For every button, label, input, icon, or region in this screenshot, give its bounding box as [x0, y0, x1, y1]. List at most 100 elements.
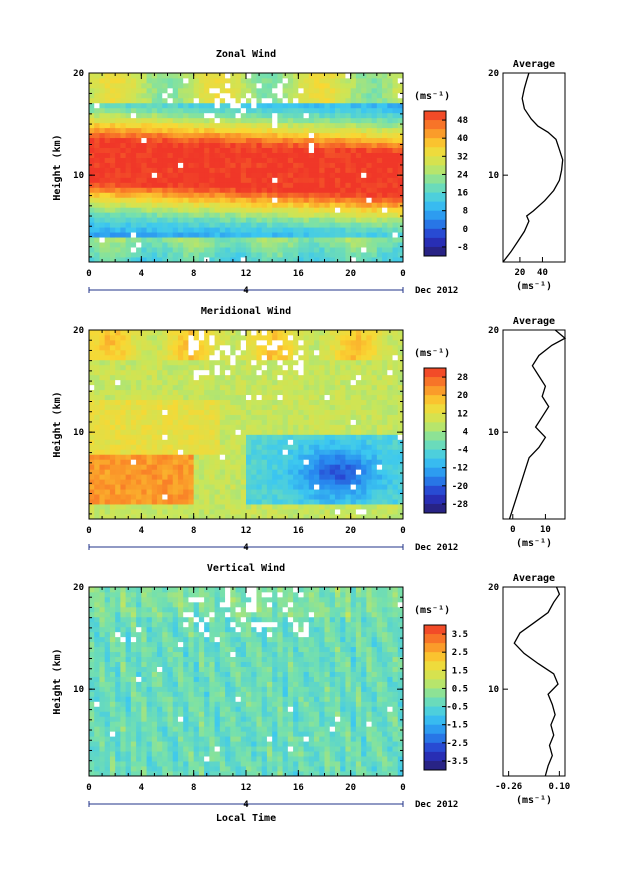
heatmap-cell: [240, 217, 247, 223]
heatmap-cell: [240, 439, 247, 445]
heatmap-cell: [157, 97, 163, 104]
heatmap-cell: [219, 73, 226, 79]
heatmap-cell: [345, 449, 352, 455]
heatmap-cell: [172, 354, 179, 361]
heatmap-cell: [240, 349, 247, 356]
heatmap-cell: [277, 167, 284, 173]
heatmap-cell: [198, 92, 205, 99]
heatmap-cell: [329, 212, 336, 218]
heatmap-cell: [130, 419, 137, 425]
heatmap-cell: [125, 92, 132, 99]
heatmap-cell: [261, 489, 268, 495]
heatmap-cell: [183, 389, 189, 396]
heatmap-cell: [177, 464, 184, 470]
heatmap-cell: [225, 484, 231, 490]
heatmap-cell: [246, 92, 252, 99]
heatmap-cell: [277, 424, 284, 430]
heatmap-cell: [162, 479, 168, 485]
heatmap-cell: [89, 499, 95, 505]
heatmap-cell: [198, 172, 205, 178]
heatmap-cell: [177, 489, 184, 495]
heatmap-cell: [204, 172, 210, 178]
heatmap-cell: [151, 424, 158, 430]
heatmap-cell: [146, 157, 153, 163]
heatmap-cell: [392, 434, 399, 440]
heatmap-cell: [282, 127, 289, 134]
heatmap-cell: [277, 197, 284, 203]
heatmap-cell: [188, 494, 195, 500]
heatmap-cell: [266, 142, 273, 148]
heatmap-cell: [177, 222, 184, 228]
heatmap-cell: [104, 464, 111, 470]
heatmap-cell: [104, 257, 111, 263]
heatmap-cell: [277, 242, 284, 248]
heatmap-cell: [240, 434, 247, 440]
heatmap-cell: [334, 349, 341, 356]
heatmap-cell: [94, 177, 100, 183]
heatmap-cell: [350, 247, 357, 253]
heatmap-cell: [214, 257, 221, 263]
colorbar-segment: [424, 120, 446, 130]
heatmap-cell: [298, 157, 304, 163]
heatmap-cell: [177, 107, 184, 114]
heatmap-cell: [172, 82, 179, 89]
heatmap-cell: [94, 419, 100, 425]
heatmap-cell: [334, 479, 341, 485]
heatmap-cell: [235, 394, 242, 401]
heatmap-cell: [104, 504, 111, 510]
heatmap-cell: [272, 102, 278, 109]
heatmap-cell: [99, 364, 106, 371]
heatmap-cell: [235, 122, 242, 129]
heatmap-cell: [298, 474, 304, 480]
heatmap-cell: [355, 394, 362, 401]
heatmap-cell: [188, 429, 195, 435]
heatmap-cell: [329, 494, 336, 500]
heatmap-cell: [209, 339, 215, 346]
heatmap-cell: [230, 399, 236, 405]
heatmap-cell: [303, 479, 310, 485]
heatmap-cell: [329, 444, 336, 450]
heatmap-cell: [246, 330, 252, 336]
heatmap-cell: [287, 394, 294, 401]
heatmap-cell: [387, 252, 393, 258]
heatmap-cell: [397, 142, 404, 148]
heatmap-cell: [188, 217, 195, 223]
heatmap-cell: [266, 330, 273, 336]
heatmap-cell: [272, 172, 278, 178]
heatmap-cell: [230, 212, 236, 218]
heatmap-cell: [225, 429, 231, 435]
heatmap-cell: [361, 379, 367, 386]
heatmap-cell: [141, 414, 147, 420]
heatmap-cell: [157, 192, 163, 198]
heatmap-cell: [251, 252, 257, 258]
heatmap-cell: [89, 167, 95, 173]
heatmap-cell: [209, 429, 215, 435]
heatmap-cell: [120, 399, 127, 405]
heatmap-cell: [266, 237, 273, 243]
heatmap-cell: [287, 469, 294, 475]
heatmap-cell: [204, 504, 210, 510]
heatmap-cell: [146, 474, 153, 480]
heatmap-cell: [324, 242, 331, 248]
heatmap-cell: [125, 429, 132, 435]
heatmap-cell: [282, 374, 289, 381]
heatmap-cell: [251, 257, 257, 263]
heatmap-cell: [293, 364, 299, 371]
heatmap-cell: [125, 222, 132, 228]
heatmap-cell: [136, 87, 142, 94]
heatmap-cell: [340, 222, 346, 228]
heatmap-cell: [225, 207, 231, 213]
heatmap-cell: [115, 459, 121, 465]
heatmap-cell: [235, 429, 242, 435]
heatmap-cell: [130, 469, 137, 475]
heatmap-cell: [251, 232, 257, 238]
heatmap-cell: [272, 87, 278, 94]
heatmap-cell: [115, 504, 121, 510]
heatmap-cell: [324, 182, 331, 188]
heatmap-cell: [235, 73, 242, 79]
heatmap-cell: [120, 132, 127, 139]
heatmap-cell: [334, 394, 341, 401]
heatmap-cell: [167, 217, 174, 223]
heatmap-cell: [125, 242, 132, 248]
x-tick-label: 12: [241, 526, 252, 536]
